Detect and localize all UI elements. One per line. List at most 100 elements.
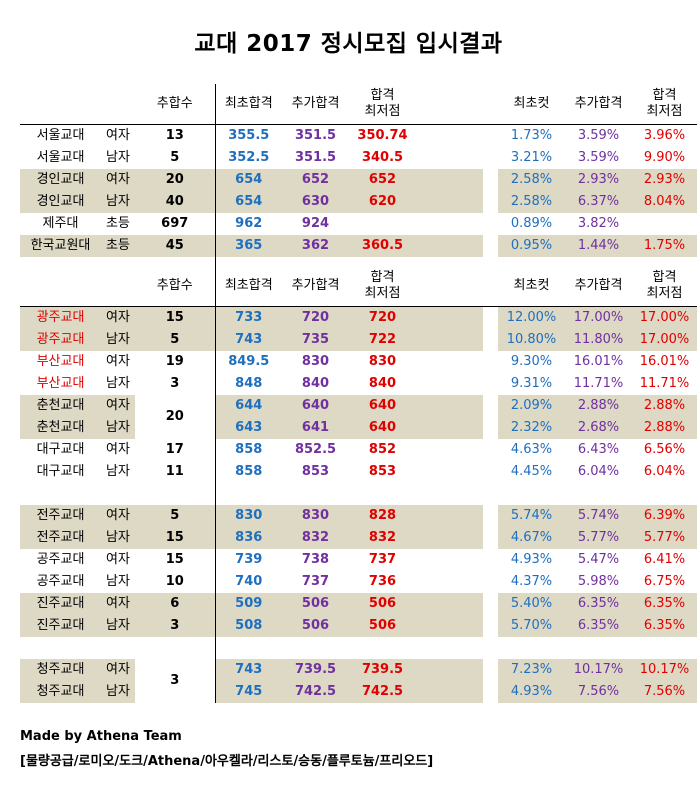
cut-first: 9.30% [510, 354, 553, 369]
count-cell: 15 [135, 306, 216, 329]
header-cut-min: 합격 최저점 [632, 266, 697, 307]
type-label: 남자 [101, 615, 135, 637]
first-score: 745 [215, 681, 282, 703]
extra-score: 720 [282, 306, 349, 329]
type-label: 여자 [101, 505, 135, 527]
univ-name: 서울교대 [36, 128, 85, 143]
first-score: 849.5 [228, 354, 270, 369]
cut-extra: 6.04% [577, 464, 620, 479]
header-cut-extra: 추가합격 [565, 84, 632, 125]
type-label: 남자 [101, 191, 135, 213]
cut-extra: 6.43% [577, 442, 620, 457]
count-cell: 20 [135, 395, 216, 439]
min-score: 506 [349, 593, 416, 615]
extra-score: 640 [282, 395, 349, 417]
min-score: 852 [368, 442, 397, 457]
count-cell: 3 [135, 659, 216, 703]
cut-extra: 1.44% [565, 235, 632, 257]
cut-extra: 5.77% [565, 527, 632, 549]
type-label: 여자 [101, 659, 135, 681]
first-score: 743 [215, 329, 282, 351]
cut-extra: 11.80% [565, 329, 632, 351]
table-row: 전주교대 여자 5 830 830 828 5.74% 5.74% 6.39% [20, 505, 697, 527]
min-score: 506 [349, 615, 416, 637]
cut-first: 2.58% [498, 191, 565, 213]
table-row: 서울교대 남자 5 352.5 351.5 340.5 3.21% 3.59% … [20, 147, 697, 169]
cut-first: 1.73% [510, 128, 553, 143]
cut-min: 11.71% [639, 376, 690, 391]
min-score: 340.5 [361, 150, 404, 165]
contributors-line: [물량공급/로미오/도크/Athena/아우켈라/리스토/승동/플루토늄/프리오… [20, 754, 434, 769]
min-score: 640 [349, 417, 416, 439]
cut-min: 2.88% [632, 417, 697, 439]
extra-score: 630 [282, 191, 349, 213]
type-label: 여자 [106, 354, 130, 369]
univ-name: 전주교대 [20, 527, 101, 549]
extra-score: 853 [301, 464, 330, 479]
header-cut-first: 최초컷 [498, 84, 565, 125]
first-score: 508 [215, 615, 282, 637]
cut-extra: 7.56% [565, 681, 632, 703]
cut-first: 4.93% [510, 552, 553, 567]
cut-extra: 10.17% [565, 659, 632, 681]
univ-name: 광주교대 [20, 306, 101, 329]
first-score: 836 [215, 527, 282, 549]
table-row: 경인교대 남자 40 654 630 620 2.58% 6.37% 8.04% [20, 191, 697, 213]
header-count: 추합수 [135, 266, 216, 307]
cut-extra: 6.37% [565, 191, 632, 213]
univ-name: 서울교대 [36, 150, 85, 165]
cut-extra: 6.35% [565, 593, 632, 615]
extra-score: 924 [301, 216, 330, 231]
min-score: 640 [349, 395, 416, 417]
cut-first: 5.74% [498, 505, 565, 527]
cut-extra: 2.88% [565, 395, 632, 417]
extra-score: 641 [282, 417, 349, 439]
extra-score: 830 [301, 354, 330, 369]
univ-name: 청주교대 [20, 659, 101, 681]
type-label: 남자 [101, 527, 135, 549]
type-label: 남자 [106, 376, 130, 391]
count-cell: 10 [135, 571, 216, 593]
cut-min: 8.04% [632, 191, 697, 213]
extra-score: 735 [282, 329, 349, 351]
header-first: 최초합격 [215, 84, 282, 125]
table-header-row: 추합수 최초합격 추가합격 합격 최저점 최초컷 추가합격 합격 최저점 [20, 84, 697, 125]
credit-line: Made by Athena Team [20, 729, 182, 744]
first-score: 509 [215, 593, 282, 615]
cut-extra: 3.82% [577, 216, 620, 231]
first-score: 643 [215, 417, 282, 439]
extra-score: 362 [282, 235, 349, 257]
results-table-2: 추합수 최초합격 추가합격 합격 최저점 최초컷 추가합격 합격 최저점 광주교대 … [20, 266, 697, 703]
cut-min: 7.56% [632, 681, 697, 703]
table-row: 제주대 초등 697 962 924 0.89% 3.82% [20, 213, 697, 235]
count-cell: 45 [135, 235, 216, 257]
min-score: 350.74 [357, 128, 408, 143]
type-label: 여자 [101, 395, 135, 417]
type-label: 초등 [106, 216, 130, 231]
min-score: 830 [368, 354, 397, 369]
first-score: 365 [215, 235, 282, 257]
table-row: 진주교대 여자 6 509 506 506 5.40% 6.35% 6.35% [20, 593, 697, 615]
first-score: 740 [235, 574, 263, 589]
cut-first: 12.00% [498, 306, 565, 329]
cut-first: 3.21% [510, 150, 553, 165]
header-cut-extra: 추가합격 [565, 266, 632, 307]
count-cell: 5 [135, 147, 216, 169]
count-cell: 20 [135, 169, 216, 191]
type-label: 여자 [106, 442, 130, 457]
type-label: 남자 [106, 150, 130, 165]
extra-score: 351.5 [294, 128, 337, 143]
page-title: 교대 2017 정시모집 입시결과 [194, 31, 503, 57]
first-score: 962 [235, 216, 263, 231]
min-score: 742.5 [349, 681, 416, 703]
count-cell: 19 [135, 351, 216, 373]
first-score: 733 [215, 306, 282, 329]
cut-first: 0.95% [498, 235, 565, 257]
type-label: 여자 [106, 128, 130, 143]
table-row: 부산교대 남자 3 848 840 840 9.31% 11.71% 11.71… [20, 373, 697, 395]
cut-min: 5.77% [632, 527, 697, 549]
cut-extra: 3.59% [577, 150, 620, 165]
cut-min: 1.75% [632, 235, 697, 257]
count-cell: 17 [135, 439, 216, 461]
type-label: 초등 [101, 235, 135, 257]
